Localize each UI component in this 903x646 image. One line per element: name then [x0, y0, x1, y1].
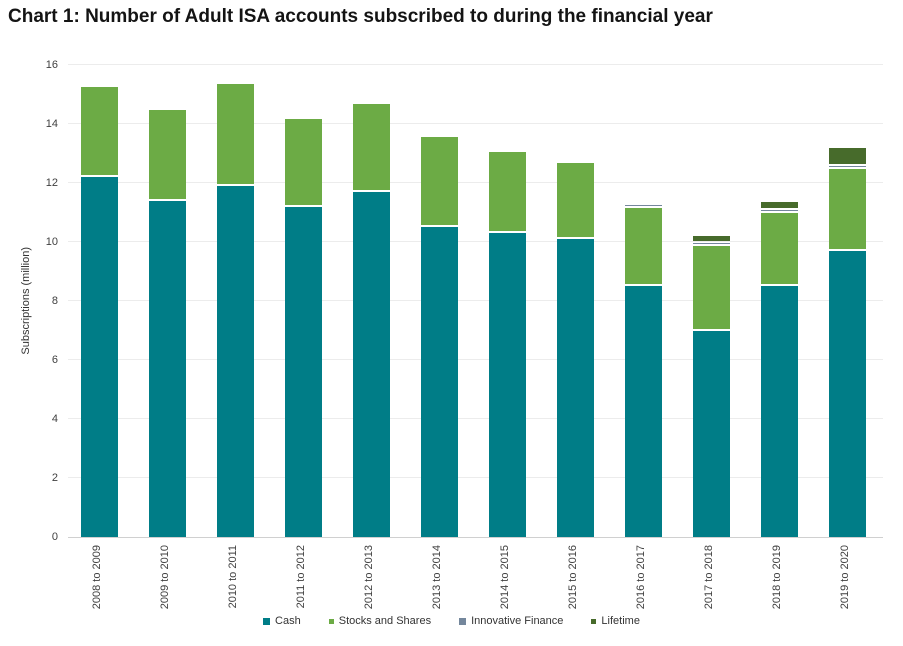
bar-segment-cash	[80, 177, 118, 537]
bar-segment-stocks-and-shares	[216, 83, 254, 184]
y-tick-label: 4	[51, 413, 58, 425]
bar-group	[216, 83, 254, 537]
bar-segment-cash	[420, 227, 458, 537]
bar-segment-stocks-and-shares	[624, 207, 662, 285]
bar-group	[760, 201, 798, 537]
y-tick-label: 2	[51, 472, 58, 484]
legend-marker-icon	[591, 618, 597, 624]
x-tick-label: 2008 to 2009	[91, 545, 103, 610]
gridline	[68, 182, 883, 183]
gridline	[68, 300, 883, 301]
plot-area	[68, 64, 883, 538]
y-tick-label: 14	[45, 118, 58, 130]
y-tick-label: 16	[45, 59, 58, 71]
x-tick-label: 2009 to 2010	[159, 545, 171, 610]
bar-segment-cash	[352, 191, 390, 537]
gridline	[68, 477, 883, 478]
bar-segment-cash	[760, 286, 798, 537]
bar-segment-innovative-finance	[760, 210, 798, 212]
bar-segment-stocks-and-shares	[760, 213, 798, 285]
bar-group	[80, 86, 118, 537]
y-tick-label: 8	[51, 295, 58, 307]
bar-group	[352, 104, 390, 537]
bar-group	[148, 110, 186, 537]
x-tick-label: 2017 to 2018	[703, 545, 715, 610]
x-tick-label: 2012 to 2013	[363, 545, 375, 610]
legend-marker-icon	[459, 617, 467, 625]
bar-segment-cash	[216, 185, 254, 537]
legend-marker-icon	[263, 617, 271, 625]
gridline	[68, 123, 883, 124]
y-tick-label: 0	[51, 531, 58, 543]
bar-group	[828, 148, 866, 537]
bar-group	[420, 136, 458, 537]
x-tick-label: 2016 to 2017	[635, 545, 647, 610]
legend-marker-icon	[328, 618, 334, 624]
legend-item-stocks-and-shares: Stocks and Shares	[328, 615, 432, 627]
bar-segment-cash	[828, 250, 866, 537]
gridline	[68, 359, 883, 360]
legend-item-cash: Cash	[263, 615, 301, 627]
bar-segment-stocks-and-shares	[148, 110, 186, 199]
x-tick-label: 2011 to 2012	[295, 545, 307, 609]
bar-segment-lifetime	[692, 235, 730, 241]
bar-group	[556, 163, 594, 537]
bar-segment-cash	[556, 239, 594, 537]
bar-segment-innovative-finance	[828, 166, 866, 168]
bar-segment-stocks-and-shares	[420, 136, 458, 226]
bar-segment-innovative-finance	[692, 242, 730, 244]
y-tick-label: 12	[45, 177, 58, 189]
bar-segment-innovative-finance	[624, 204, 662, 206]
bar-segment-cash	[488, 233, 526, 537]
legend-label: Stocks and Shares	[338, 615, 432, 627]
x-tick-label: 2010 to 2011	[227, 545, 239, 609]
legend-item-lifetime: Lifetime	[591, 615, 640, 627]
bar-segment-stocks-and-shares	[488, 151, 526, 232]
bar-group	[488, 151, 526, 537]
bar-segment-cash	[148, 200, 186, 537]
bar-segment-stocks-and-shares	[692, 245, 730, 329]
bar-segment-cash	[284, 206, 322, 537]
y-tick-label: 10	[45, 236, 58, 248]
bar-segment-stocks-and-shares	[556, 163, 594, 238]
bar-segment-stocks-and-shares	[828, 169, 866, 249]
legend-label: Cash	[275, 615, 301, 627]
bar-group	[624, 204, 662, 537]
bar-segment-stocks-and-shares	[284, 119, 322, 205]
x-tick-label: 2018 to 2019	[771, 545, 783, 610]
x-tick-label: 2015 to 2016	[567, 545, 579, 610]
y-tick-label: 6	[51, 354, 58, 366]
chart-title: Chart 1: Number of Adult ISA accounts su…	[8, 6, 713, 27]
bar-segment-cash	[692, 330, 730, 537]
legend-label: Innovative Finance	[471, 615, 564, 627]
x-tick-label: 2019 to 2020	[839, 545, 851, 610]
bar-segment-lifetime	[828, 148, 866, 165]
bar-segment-cash	[624, 286, 662, 537]
bar-group	[692, 235, 730, 537]
x-tick-label: 2014 to 2015	[499, 545, 511, 610]
bar-segment-lifetime	[760, 201, 798, 209]
legend-item-innovative-finance: Innovative Finance	[459, 615, 563, 627]
legend-label: Lifetime	[601, 615, 640, 627]
bar-group	[284, 119, 322, 537]
bar-segment-stocks-and-shares	[352, 104, 390, 190]
gridline	[68, 64, 883, 65]
gridline	[68, 418, 883, 419]
bar-segment-stocks-and-shares	[80, 86, 118, 176]
x-tick-label: 2013 to 2014	[431, 545, 443, 610]
legend: Cash Stocks and Shares Innovative Finance L…	[0, 615, 903, 627]
gridline	[68, 241, 883, 242]
